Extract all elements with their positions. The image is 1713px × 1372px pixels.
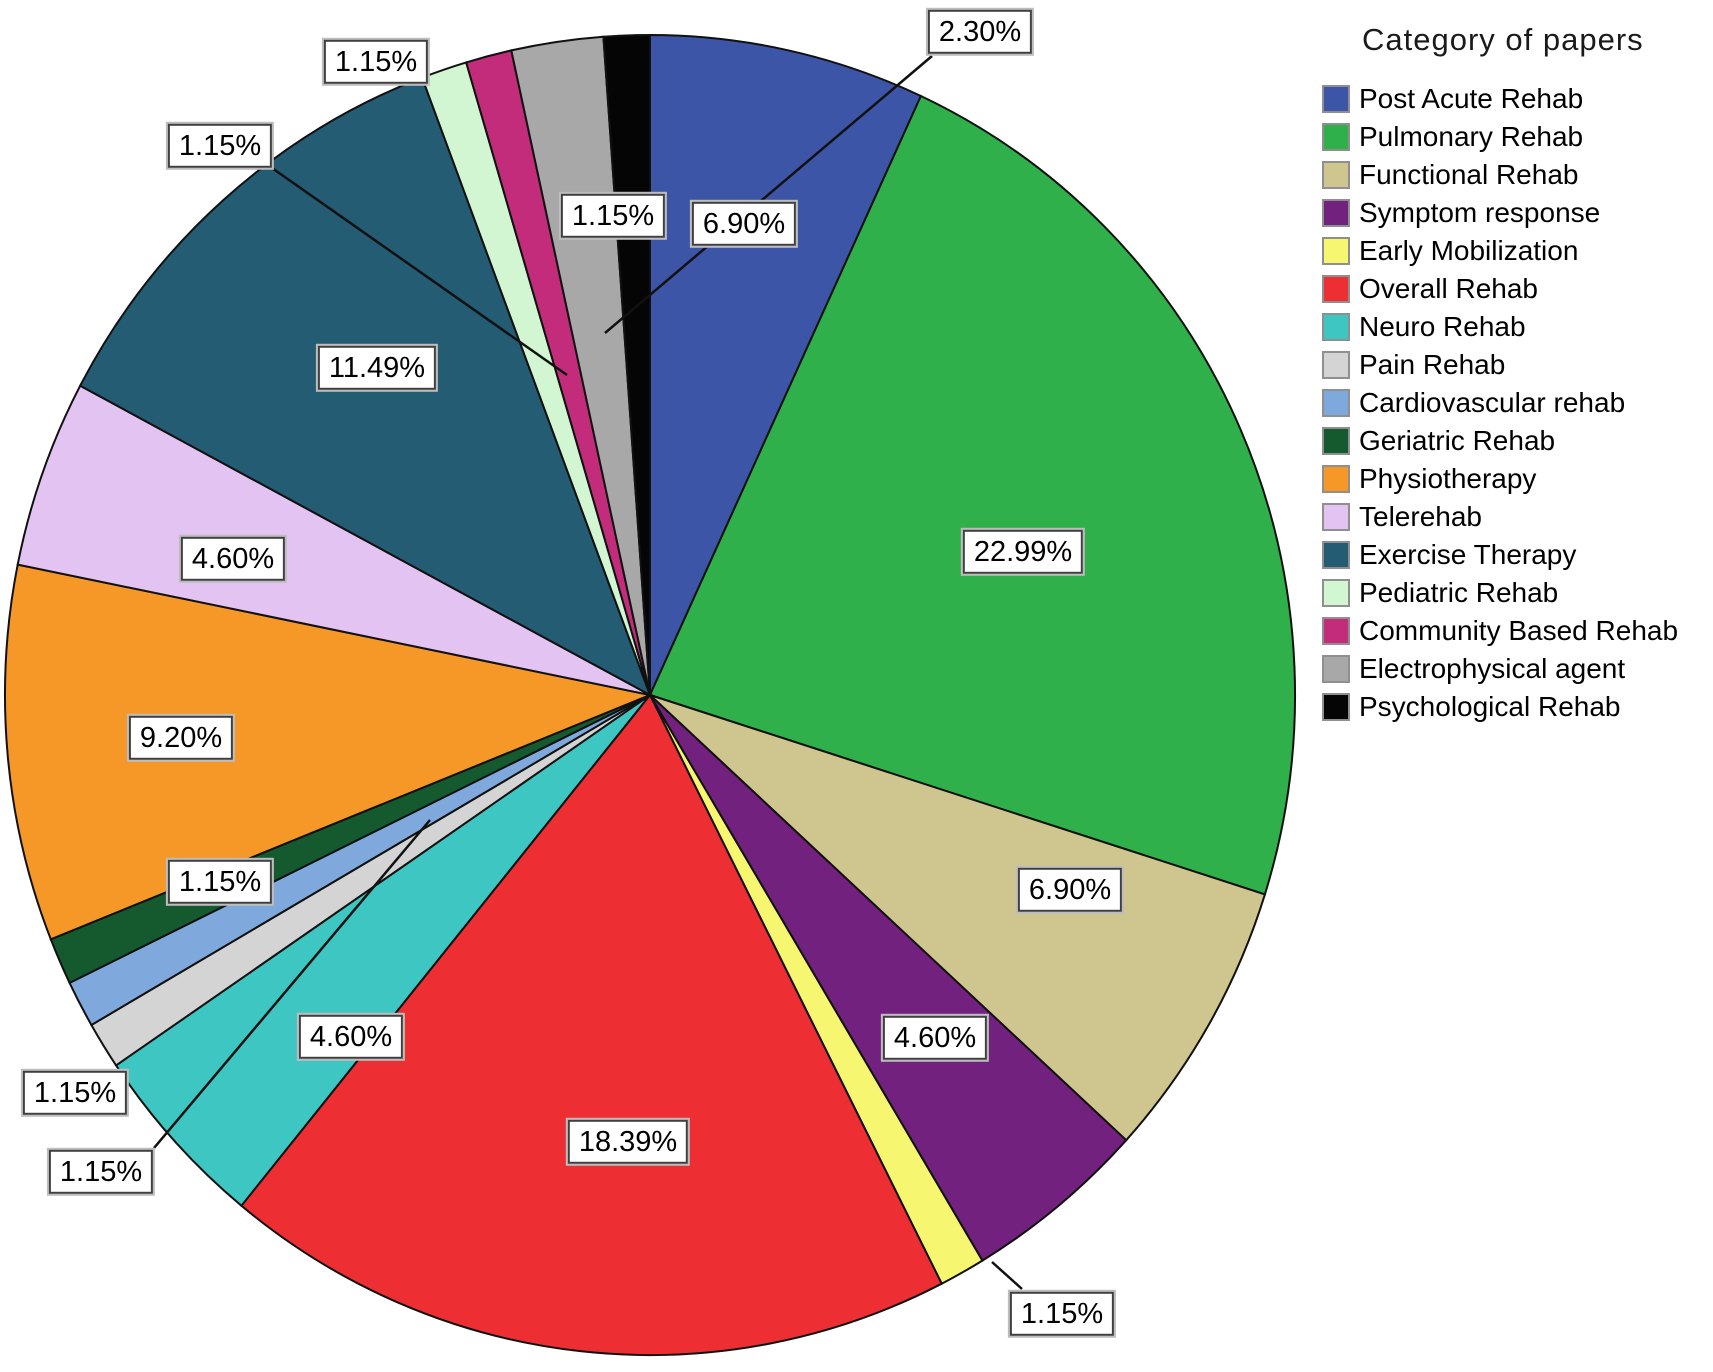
leader-line-cardiovascular-rehab <box>153 819 431 1149</box>
pct-label-community-based-rehab: 1.15% <box>167 123 273 169</box>
pct-label-pain-rehab: 1.15% <box>22 1070 128 1116</box>
legend-swatch-icon <box>1322 427 1350 455</box>
legend-item-label: Pain Rehab <box>1359 349 1506 380</box>
legend-item-label: Early Mobilization <box>1359 235 1579 266</box>
pct-label-neuro-rehab: 4.60% <box>298 1014 404 1060</box>
legend-item-symptom-response: Symptom response <box>1322 194 1710 232</box>
pie-slice-telerehab <box>16 384 651 696</box>
pie-slices <box>3 33 1296 1356</box>
legend-swatch-icon <box>1322 313 1350 341</box>
pie-slice-neuro-rehab <box>114 694 651 1208</box>
leader-line-electrophysical-agent <box>604 55 933 334</box>
legend: Category of papers Post Acute Rehab Pulmo… <box>1322 22 1710 726</box>
legend-item-telerehab: Telerehab <box>1322 498 1710 536</box>
pie-slice-symptom-response <box>649 694 1128 1262</box>
leader-line-community-based-rehab <box>271 166 568 377</box>
legend-item-pain-rehab: Pain Rehab <box>1322 346 1710 384</box>
legend-item-exercise-therapy: Exercise Therapy <box>1322 536 1710 574</box>
legend-swatch-icon <box>1322 237 1350 265</box>
legend-item-pulmonary-rehab: Pulmonary Rehab <box>1322 118 1710 156</box>
legend-item-functional-rehab: Functional Rehab <box>1322 156 1710 194</box>
legend-swatch-icon <box>1322 161 1350 189</box>
legend-item-early-mobilization: Early Mobilization <box>1322 232 1710 270</box>
pie-slice-physiotherapy <box>3 563 654 941</box>
legend-item-label: Community Based Rehab <box>1359 615 1679 646</box>
pct-label-cardiovascular-rehab: 1.15% <box>48 1149 154 1195</box>
pct-label-symptom-response: 4.60% <box>882 1015 988 1061</box>
legend-item-label: Post Acute Rehab <box>1359 83 1584 114</box>
pct-label-post-acute-rehab: 6.90% <box>691 201 797 247</box>
legend-item-label: Neuro Rehab <box>1359 311 1526 342</box>
pct-label-physiotherapy: 9.20% <box>128 715 234 761</box>
legend-swatch-icon <box>1322 199 1350 227</box>
pie-slice-pulmonary-rehab <box>648 94 1296 896</box>
legend-swatch-icon <box>1322 655 1350 683</box>
legend-item-label: Symptom response <box>1359 197 1601 228</box>
legend-title: Category of papers <box>1362 22 1644 57</box>
legend-swatch-icon <box>1322 579 1350 607</box>
pct-label-pediatric-rehab: 1.15% <box>323 39 429 85</box>
legend-swatch-icon <box>1322 389 1350 417</box>
pct-label-early-mobilization: 1.15% <box>1009 1291 1115 1337</box>
legend-swatch-icon <box>1322 465 1350 493</box>
legend-swatch-icon <box>1322 503 1350 531</box>
pie-slice-overall-rehab <box>240 693 944 1356</box>
leader-lines <box>153 55 1023 1290</box>
legend-item-geriatric-rehab: Geriatric Rehab <box>1322 422 1710 460</box>
pct-label-psychological-rehab: 1.15% <box>560 193 666 239</box>
pct-label-exercise-therapy: 11.49% <box>317 345 437 391</box>
pct-label-telerehab: 4.60% <box>180 536 286 582</box>
legend-item-neuro-rehab: Neuro Rehab <box>1322 308 1710 346</box>
legend-item-label: Psychological Rehab <box>1359 691 1621 722</box>
legend-item-post-acute-rehab: Post Acute Rehab <box>1322 80 1710 118</box>
legend-item-psychological-rehab: Psychological Rehab <box>1322 688 1710 726</box>
legend-item-overall-rehab: Overall Rehab <box>1322 270 1710 308</box>
legend-item-label: Overall Rehab <box>1359 273 1538 304</box>
legend-item-label: Pediatric Rehab <box>1359 577 1559 608</box>
pct-label-overall-rehab: 18.39% <box>567 1119 689 1165</box>
legend-item-label: Cardiovascular rehab <box>1359 387 1626 418</box>
legend-item-label: Pulmonary Rehab <box>1359 121 1584 152</box>
legend-item-label: Electrophysical agent <box>1359 653 1626 684</box>
legend-swatch-icon <box>1322 275 1350 303</box>
pie-slice-post-acute-rehab <box>649 33 923 696</box>
legend-item-label: Exercise Therapy <box>1359 539 1577 570</box>
legend-swatch-icon <box>1322 123 1350 151</box>
legend-item-label: Physiotherapy <box>1359 463 1537 494</box>
legend-swatch-icon <box>1322 85 1350 113</box>
legend-item-label: Telerehab <box>1359 501 1482 532</box>
legend-swatch-icon <box>1322 541 1350 569</box>
pct-label-electrophysical-agent: 2.30% <box>927 9 1033 55</box>
legend-item-community-based-rehab: Community Based Rehab <box>1322 612 1710 650</box>
legend-swatch-icon <box>1322 617 1350 645</box>
legend-item-pediatric-rehab: Pediatric Rehab <box>1322 574 1710 612</box>
legend-item-physiotherapy: Physiotherapy <box>1322 460 1710 498</box>
legend-items: Post Acute Rehab Pulmonary Rehab Functiona… <box>1322 80 1710 726</box>
legend-item-electrophysical-agent: Electrophysical agent <box>1322 650 1710 688</box>
pct-label-pulmonary-rehab: 22.99% <box>962 529 1084 575</box>
legend-swatch-icon <box>1322 351 1350 379</box>
pct-label-functional-rehab: 6.90% <box>1017 867 1123 913</box>
legend-item-label: Geriatric Rehab <box>1359 425 1556 456</box>
legend-swatch-icon <box>1322 693 1350 721</box>
pct-label-geriatric-rehab: 1.15% <box>167 859 273 905</box>
legend-item-cardiovascular-rehab: Cardiovascular rehab <box>1322 384 1710 422</box>
leader-line-early-mobilization <box>991 1261 1023 1290</box>
legend-item-label: Functional Rehab <box>1359 159 1579 190</box>
pie-slice-functional-rehab <box>649 694 1267 1142</box>
